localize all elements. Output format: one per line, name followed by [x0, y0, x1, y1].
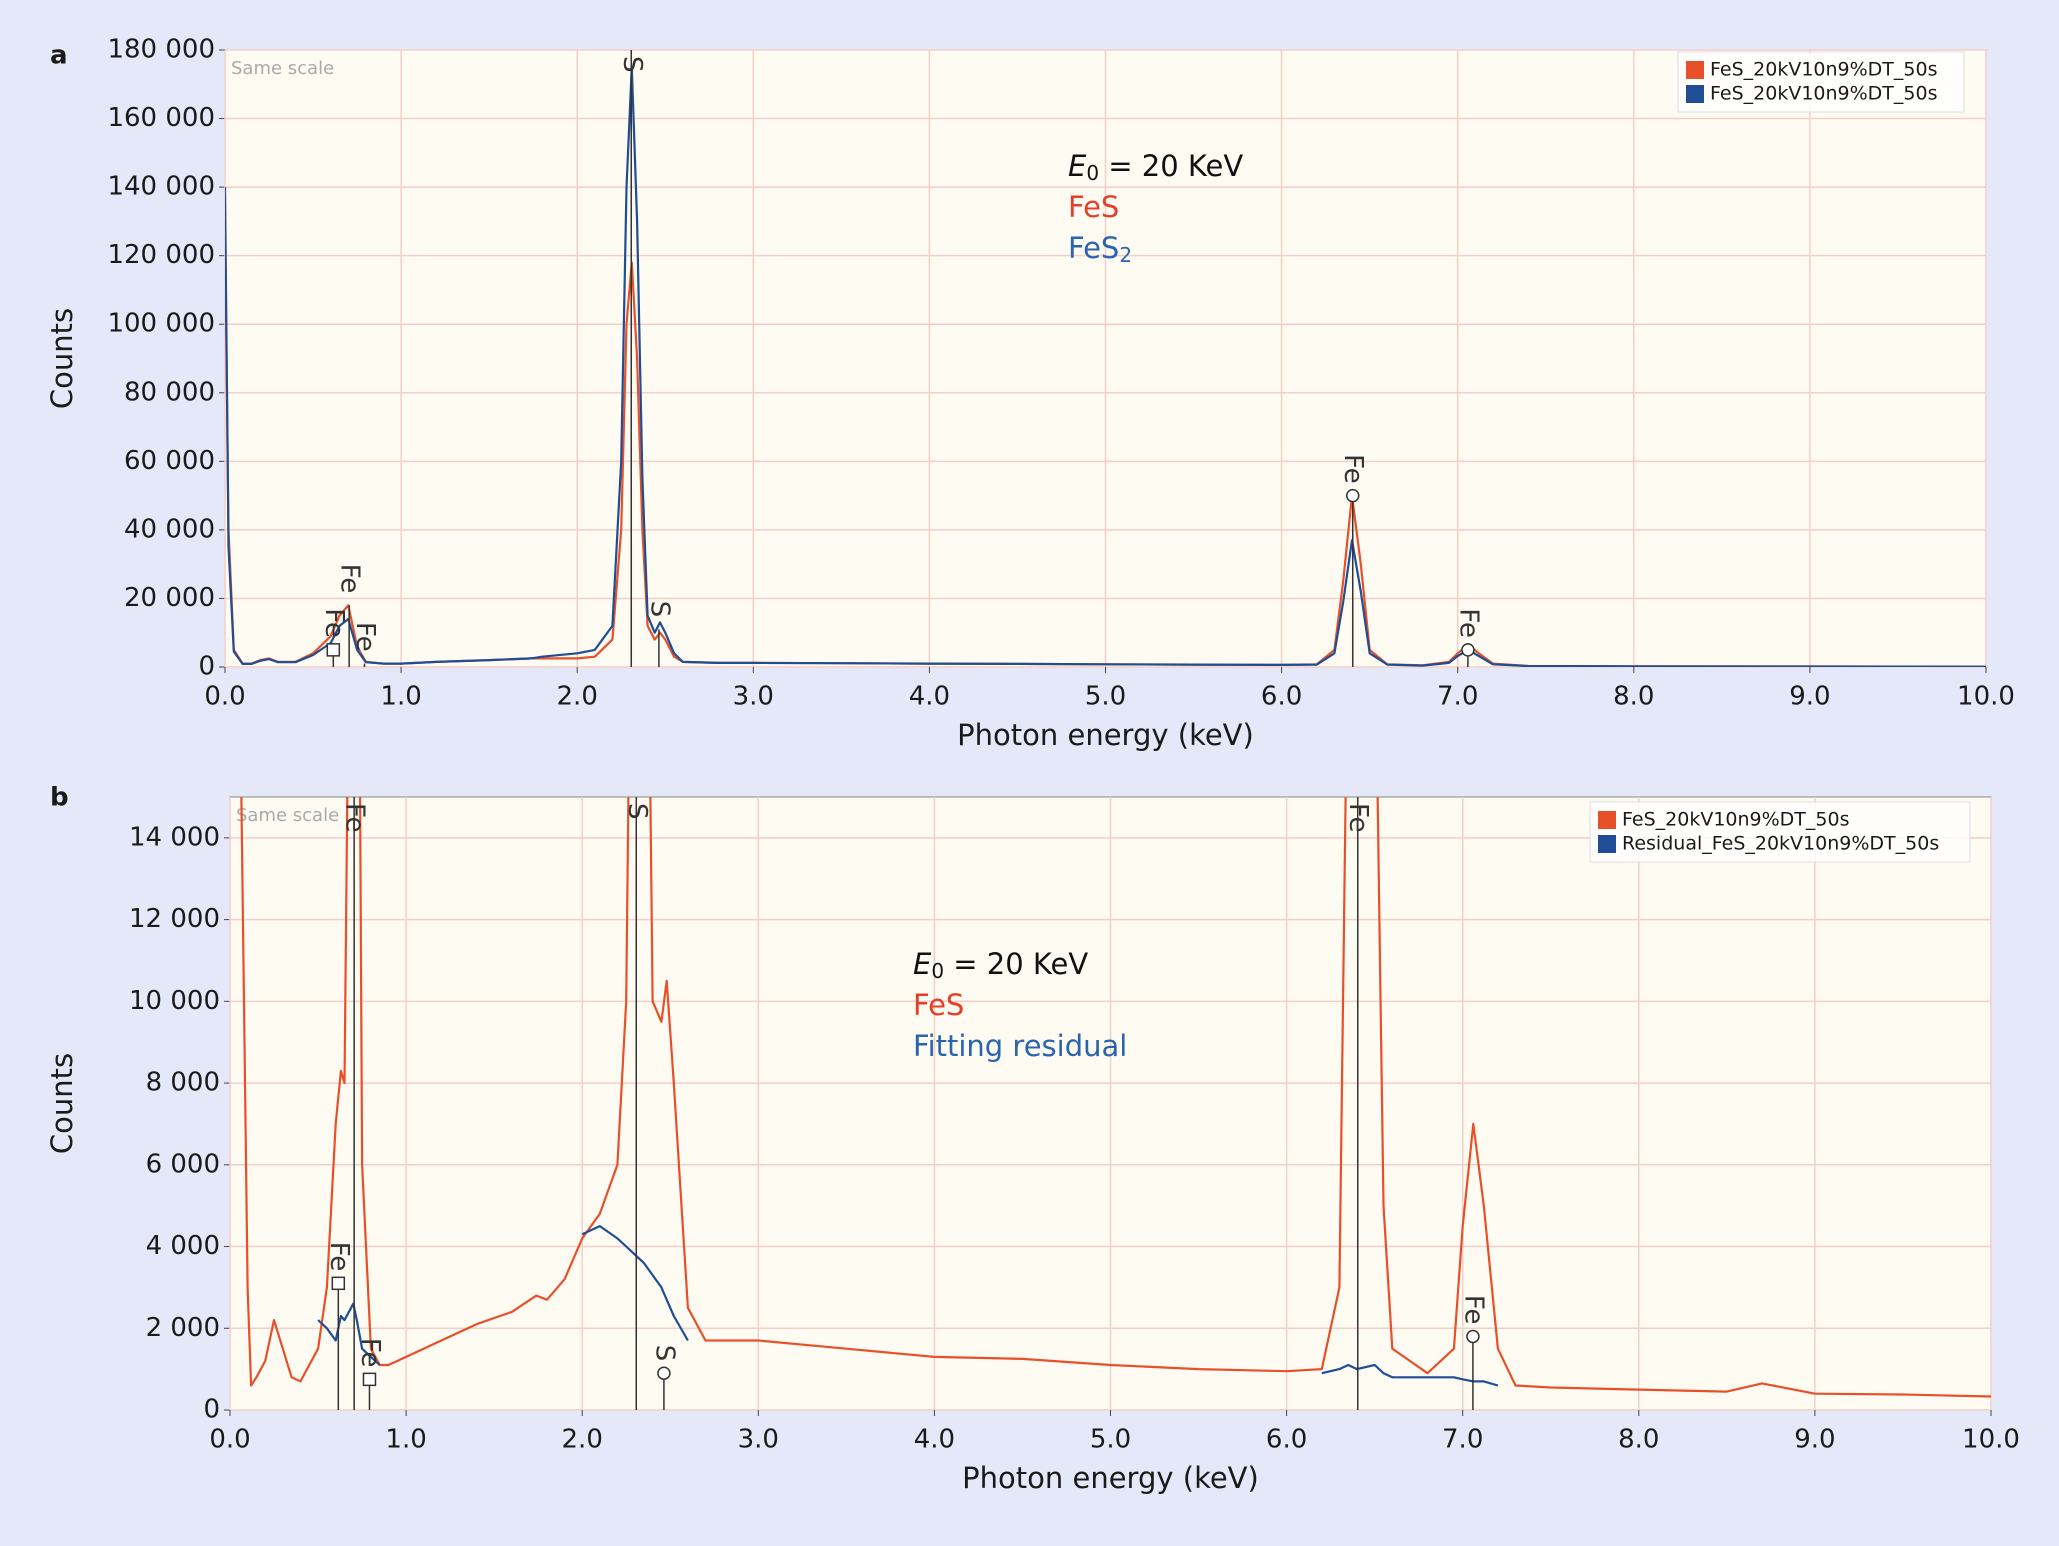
element-label: S — [644, 601, 674, 618]
element-label: Fe — [355, 1338, 385, 1368]
x-tick-label: 10.0 — [1957, 682, 2015, 712]
x-tick-label: 3.0 — [733, 682, 774, 712]
legend-label: Residual_FeS_20kV10n9%DT_50s — [1622, 833, 1939, 855]
element-label: Fe — [1458, 1295, 1488, 1325]
note-part: E — [1068, 149, 1087, 183]
x-tick-label: 1.0 — [385, 1425, 426, 1455]
y-tick-label: 180 000 — [107, 35, 215, 65]
y-tick-label: 100 000 — [107, 309, 215, 339]
element-symbol — [326, 643, 341, 657]
element-symbol — [331, 1276, 346, 1291]
note: FeS2 — [1068, 231, 1132, 267]
element-label: S — [617, 56, 647, 73]
x-tick-label: 7.0 — [1442, 1425, 1483, 1455]
x-tick-label: 5.0 — [1090, 1425, 1131, 1455]
x-tick-label: 2.0 — [557, 682, 598, 712]
y-tick-label: 160 000 — [107, 103, 215, 133]
note-part: 2 — [1119, 243, 1132, 267]
element-label: Fe — [335, 564, 365, 594]
element-label: Fe — [340, 803, 370, 833]
element-label: Fe — [1338, 454, 1368, 484]
panel-label: b — [50, 783, 69, 813]
x-tick-label: 1.0 — [380, 682, 421, 712]
legend-label: FeS_20kV10n9%DT_50s — [1622, 809, 1850, 831]
watermark: Same scale — [231, 58, 334, 79]
legend-swatch — [1598, 811, 1616, 829]
x-tick-label: 5.0 — [1085, 682, 1126, 712]
y-tick-label: 0 — [198, 652, 215, 682]
watermark: Same scale — [236, 805, 339, 826]
y-tick-label: 80 000 — [124, 377, 215, 407]
y-tick-label: 40 000 — [124, 514, 215, 544]
y-tick-label: 0 — [203, 1395, 220, 1425]
legend-label: FeS_20kV10n9%DT_50s — [1710, 83, 1938, 105]
legend-swatch — [1686, 85, 1704, 103]
y-tick-label: 140 000 — [107, 172, 215, 202]
y-tick-label: 2 000 — [146, 1313, 220, 1343]
y-tick-label: 14 000 — [129, 822, 220, 852]
element-label: S — [622, 803, 652, 820]
y-tick-label: 8 000 — [146, 1068, 220, 1098]
spectrum-line — [240, 797, 1991, 1398]
x-tick-label: 7.0 — [1437, 682, 1478, 712]
element-symbol — [362, 1372, 377, 1387]
y-tick-label: 120 000 — [107, 240, 215, 270]
note-part: = 20 KeV — [944, 947, 1088, 981]
note: FeS — [913, 988, 964, 1022]
y-tick-label: 20 000 — [124, 583, 215, 613]
y-tick-label: 6 000 — [146, 1149, 220, 1179]
note-part: E — [913, 947, 932, 981]
note: FeS — [1068, 190, 1119, 224]
x-tick-label: 9.0 — [1789, 682, 1830, 712]
x-tick-label: 4.0 — [914, 1425, 955, 1455]
legend-box — [1677, 51, 1965, 113]
x-tick-label: 6.0 — [1261, 682, 1302, 712]
note-part: FeS — [1068, 190, 1119, 224]
y-tick-label: 10 000 — [129, 986, 220, 1016]
y-tick-label: 60 000 — [124, 446, 215, 476]
note-part: FeS — [1068, 231, 1119, 265]
legend-swatch — [1598, 835, 1616, 853]
x-tick-label: 9.0 — [1794, 1425, 1835, 1455]
element-label: S — [649, 1345, 679, 1362]
x-axis-title: Photon energy (keV) — [957, 718, 1254, 752]
y-tick-label: 12 000 — [129, 904, 220, 934]
legend-swatch — [1686, 61, 1704, 79]
note: Fitting residual — [913, 1029, 1127, 1063]
note-part: FeS — [913, 988, 964, 1022]
note-part: 0 — [931, 959, 944, 983]
y-axis-title: Counts — [45, 1053, 79, 1154]
x-tick-label: 0.0 — [209, 1425, 250, 1455]
x-tick-label: 6.0 — [1266, 1425, 1307, 1455]
x-tick-label: 8.0 — [1613, 682, 1654, 712]
note-part: = 20 KeV — [1099, 149, 1243, 183]
y-tick-label: 4 000 — [146, 1231, 220, 1261]
element-label: Fe — [1453, 608, 1483, 638]
element-symbol — [657, 1366, 671, 1380]
note-part: Fitting residual — [913, 1029, 1127, 1063]
x-tick-label: 2.0 — [562, 1425, 603, 1455]
element-label: Fe — [324, 1242, 354, 1272]
x-tick-label: 4.0 — [909, 682, 950, 712]
plot-group — [240, 797, 1991, 1410]
note-part: 0 — [1086, 161, 1099, 185]
element-symbol — [1345, 488, 1360, 503]
legend-label: FeS_20kV10n9%DT_50s — [1710, 59, 1938, 81]
element-label: Fe — [319, 608, 349, 638]
x-tick-label: 3.0 — [738, 1425, 779, 1455]
legend-box — [1589, 801, 1971, 863]
note: E0 = 20 KeV — [1068, 149, 1243, 185]
element-symbol — [1466, 1329, 1480, 1344]
x-tick-label: 10.0 — [1962, 1425, 2020, 1455]
element-label: Fe — [1343, 803, 1373, 833]
y-axis-title: Counts — [45, 308, 79, 409]
element-label: Fe — [350, 622, 380, 652]
panel-label: a — [50, 41, 68, 71]
x-tick-label: 8.0 — [1618, 1425, 1659, 1455]
note: E0 = 20 KeV — [913, 947, 1088, 983]
element-symbol — [1461, 643, 1475, 657]
x-axis-title: Photon energy (keV) — [962, 1461, 1259, 1495]
x-tick-label: 0.0 — [204, 682, 245, 712]
